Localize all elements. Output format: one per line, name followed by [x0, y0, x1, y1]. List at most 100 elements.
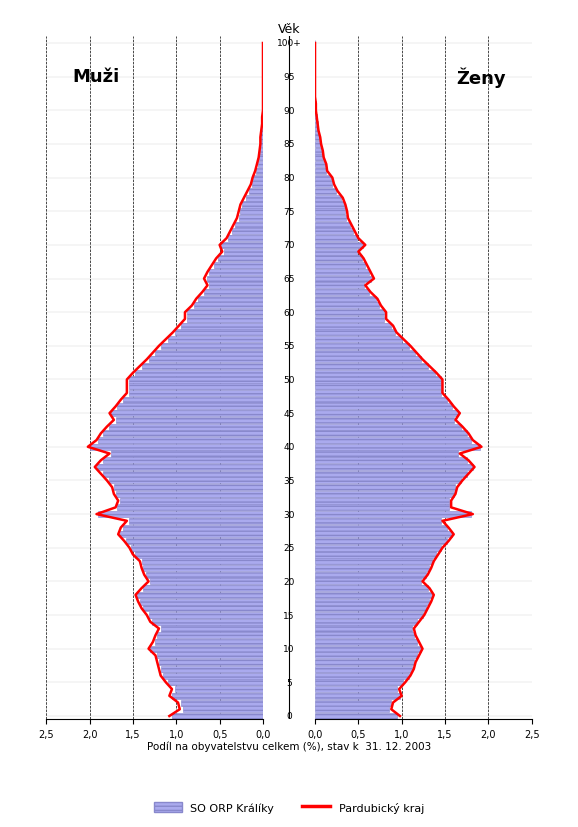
Bar [252, 182, 263, 188]
Bar [183, 706, 263, 712]
Bar [315, 323, 391, 329]
Bar [315, 343, 409, 350]
Text: 40: 40 [283, 442, 295, 452]
Bar [98, 437, 263, 443]
Bar [315, 431, 467, 437]
Legend: SO ORP Králíky, Pardubický kraj: SO ORP Králíky, Pardubický kraj [149, 797, 429, 817]
Bar [120, 498, 263, 504]
Bar [187, 317, 263, 323]
Bar [224, 249, 263, 256]
Bar [315, 404, 452, 410]
Bar [235, 222, 263, 228]
Bar [253, 175, 263, 181]
Bar [315, 195, 341, 202]
Bar [172, 693, 263, 699]
Bar [260, 149, 263, 155]
Bar [172, 713, 263, 719]
Bar [112, 411, 263, 417]
Bar [315, 263, 365, 269]
Bar [207, 276, 263, 282]
Bar [261, 128, 263, 134]
Bar [149, 612, 263, 619]
Bar [175, 686, 263, 692]
Bar [315, 283, 364, 289]
Bar [239, 216, 263, 222]
Bar [140, 599, 263, 605]
Bar [150, 646, 263, 652]
Bar [315, 586, 428, 591]
Text: 90: 90 [283, 107, 295, 116]
Bar [143, 605, 263, 612]
Bar [259, 155, 263, 161]
Bar [112, 451, 263, 457]
Text: 85: 85 [283, 141, 295, 149]
Bar [315, 296, 376, 303]
Bar [209, 270, 263, 275]
Bar [315, 276, 372, 282]
Bar [315, 471, 467, 477]
Bar [116, 418, 263, 423]
Bar [315, 626, 412, 632]
Bar [315, 350, 415, 356]
Bar [315, 686, 398, 692]
Bar [249, 189, 263, 195]
Bar [315, 337, 402, 342]
Bar [175, 330, 263, 336]
Bar [315, 189, 336, 195]
Bar [315, 102, 316, 108]
Text: Podíl na obyvatelstvu celkem (%), stav k  31. 12. 2003: Podíl na obyvatelstvu celkem (%), stav k… [147, 740, 431, 751]
Bar [315, 478, 461, 484]
Text: 10: 10 [283, 644, 295, 653]
Bar [90, 444, 263, 450]
Bar [315, 511, 471, 518]
Text: 80: 80 [283, 174, 295, 183]
Bar [315, 519, 441, 524]
Bar [315, 538, 447, 544]
Bar [315, 485, 455, 490]
Bar [315, 289, 369, 296]
Text: 0: 0 [286, 712, 292, 720]
Bar [315, 249, 357, 256]
Bar [123, 397, 263, 404]
Bar [155, 350, 263, 356]
Bar [315, 397, 447, 404]
Bar [168, 337, 263, 342]
Text: 35: 35 [283, 476, 295, 485]
Bar [256, 169, 263, 174]
Bar [161, 626, 263, 632]
Bar [168, 680, 263, 686]
Bar [315, 418, 454, 423]
Bar [258, 162, 263, 168]
Bar [180, 700, 263, 705]
Bar [180, 323, 263, 329]
Bar [315, 364, 428, 370]
Bar [128, 519, 263, 524]
Bar [198, 296, 263, 303]
Text: 5: 5 [286, 678, 292, 687]
Bar [128, 390, 263, 396]
Bar [214, 263, 263, 269]
Bar [315, 673, 409, 679]
Bar [221, 242, 263, 249]
Bar [240, 209, 263, 215]
Bar [315, 356, 421, 363]
Bar [143, 565, 263, 571]
Bar [262, 115, 263, 121]
Bar [315, 155, 323, 161]
Bar [315, 491, 454, 497]
Bar [315, 713, 398, 719]
Bar [98, 511, 263, 518]
Bar [116, 491, 263, 497]
Bar [161, 343, 263, 350]
Text: 25: 25 [283, 543, 295, 552]
Text: Věk: Věk [278, 23, 300, 36]
Bar [103, 431, 263, 437]
Bar [315, 639, 417, 645]
Bar [315, 390, 441, 396]
Bar [315, 203, 343, 208]
Bar [315, 377, 441, 383]
Text: 45: 45 [283, 409, 295, 418]
Bar [315, 424, 461, 430]
Bar [157, 653, 263, 658]
Bar [315, 680, 403, 686]
